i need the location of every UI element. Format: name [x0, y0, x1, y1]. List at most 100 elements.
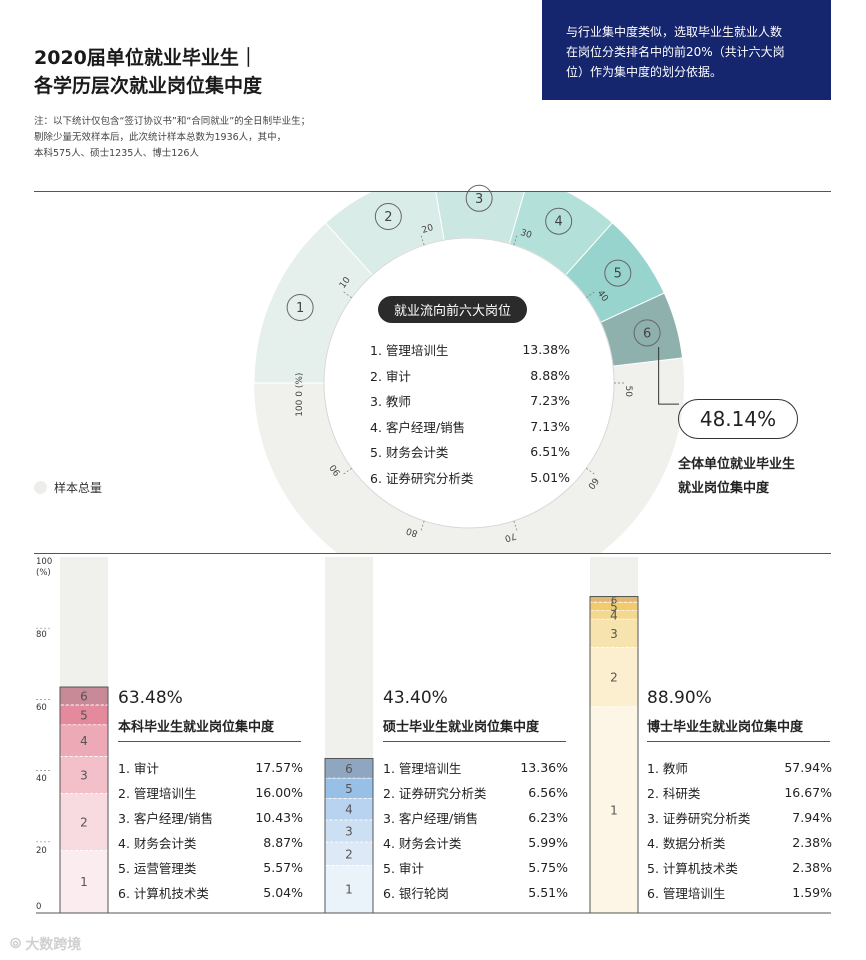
- phd-caption: 博士毕业生就业岗位集中度: [647, 720, 804, 735]
- callout-line-1: 与行业集中度类似，选取毕业生就业人数: [566, 25, 783, 39]
- item-label: 6. 证券研究分析类: [370, 470, 474, 486]
- top6-list: 1. 管理培训生 13.38% 2. 审计 8.88% 3. 教师 7.23% 4. …: [370, 337, 570, 490]
- bachelor-total: 63.48%: [118, 688, 183, 708]
- ring-tick: [586, 467, 597, 476]
- bar-segment-label: 6: [345, 762, 353, 776]
- leader-line: [658, 347, 679, 405]
- ring-rank-label: 2: [384, 210, 392, 225]
- y-tick-60: 60: [36, 703, 47, 713]
- bar-segment: [59, 850, 109, 914]
- item-label: 2. 审计: [370, 368, 411, 384]
- item-value: 7.94%: [792, 810, 832, 825]
- watermark-logo: ⦾ 大数跨境: [10, 934, 81, 954]
- list-item: 2. 证券研究分析类 6.56%: [383, 780, 568, 805]
- item-label: 5. 运营管理类: [118, 861, 197, 876]
- list-item: 3. 客户经理/销售 10.43%: [118, 805, 303, 830]
- legend-swatch: [34, 481, 47, 494]
- list-item: 2. 科研类 16.67%: [647, 780, 832, 805]
- ring-rank-label: 1: [296, 301, 304, 316]
- ring-tick: [341, 290, 352, 299]
- y-tick-100: 100: [36, 557, 53, 567]
- ring-rank-badge: [545, 207, 573, 235]
- overall-concentration-badge: 48.14%: [678, 399, 798, 439]
- list-item: 2. 审计 8.88%: [370, 363, 570, 389]
- list-item: 5. 运营管理类 5.57%: [118, 855, 303, 880]
- bar-segment-label: 4: [610, 608, 618, 622]
- item-label: 5. 计算机技术类: [647, 861, 738, 876]
- bar-segment-label: 5: [80, 708, 88, 722]
- list-item: 6. 计算机技术类 5.04%: [118, 880, 303, 905]
- item-value: 16.67%: [784, 785, 832, 800]
- item-value: 5.99%: [528, 835, 568, 850]
- bar-segment: [589, 706, 639, 914]
- item-label: 3. 客户经理/销售: [383, 811, 479, 826]
- bar-segment-label: 6: [80, 689, 88, 703]
- bar-segment-label: 6: [611, 595, 617, 606]
- footnote: 注：以下统计仅包含“签订协议书”和“合同就业”的全日制毕业生； 剔除少量无效样本…: [34, 114, 310, 162]
- list-item: 5. 财务会计类 6.51%: [370, 439, 570, 465]
- item-label: 4. 财务会计类: [118, 836, 197, 851]
- overall-caption-line-2: 就业岗位集中度: [678, 481, 770, 496]
- ring-axis-label: 100 0 (%): [295, 373, 305, 417]
- bar-segment-label: 3: [80, 768, 88, 782]
- list-item: 6. 银行轮岗 5.51%: [383, 880, 568, 905]
- ring-rank-label: 5: [614, 267, 622, 282]
- item-value: 5.01%: [530, 469, 570, 485]
- legend: 样本总量: [34, 479, 102, 496]
- item-label: 5. 审计: [383, 861, 424, 876]
- list-item: 6. 证券研究分析类 5.01%: [370, 465, 570, 491]
- note-line-1: 注：以下统计仅包含“签订协议书”和“合同就业”的全日制毕业生；: [34, 116, 311, 127]
- list-item: 3. 教师 7.23%: [370, 388, 570, 414]
- item-label: 1. 管理培训生: [383, 761, 462, 776]
- bar-segment-label: 4: [345, 803, 353, 817]
- bar-segment-label: 2: [345, 847, 353, 861]
- phd-total: 88.90%: [647, 688, 712, 708]
- list-item: 3. 客户经理/销售 6.23%: [383, 805, 568, 830]
- phd-divider: [647, 741, 830, 742]
- item-label: 5. 财务会计类: [370, 445, 449, 461]
- item-value: 8.88%: [530, 367, 570, 383]
- bar-segment-label: 5: [610, 600, 618, 614]
- item-label: 4. 财务会计类: [383, 836, 462, 851]
- ring-tick: [420, 233, 425, 246]
- item-label: 4. 数据分析类: [647, 836, 726, 851]
- callout-line-2: 在岗位分类排名中的前20%（共计六大岗: [566, 45, 785, 59]
- ring-rank-badge: [633, 319, 661, 347]
- ring-rank-label: 6: [643, 326, 651, 341]
- item-value: 17.57%: [255, 760, 303, 775]
- bar-segment-label: 3: [345, 824, 353, 838]
- list-item: 4. 财务会计类 5.99%: [383, 830, 568, 855]
- title-line-1: 2020届单位就业毕业生｜: [34, 47, 258, 69]
- list-item: 4. 客户经理/销售 7.13%: [370, 414, 570, 440]
- bar-segment: [59, 793, 109, 851]
- ring-tick-label: 30: [519, 228, 533, 241]
- ring-tick: [513, 520, 518, 533]
- list-item: 1. 教师 57.94%: [647, 755, 832, 780]
- middle-rule: [34, 553, 831, 554]
- item-value: 6.51%: [530, 444, 570, 460]
- item-value: 7.13%: [530, 418, 570, 434]
- item-value: 2.38%: [792, 860, 832, 875]
- ring-tick-label: 50: [623, 385, 633, 397]
- list-item: 1. 管理培训生 13.38%: [370, 337, 570, 363]
- item-value: 16.00%: [255, 785, 303, 800]
- bar-segment-label: 3: [610, 627, 618, 641]
- note-line-2: 剔除少量无效样本后，此次统计样本总数为1936人，其中，: [34, 132, 287, 143]
- ring-tick: [341, 467, 352, 476]
- bar-segment-label: 2: [610, 671, 618, 685]
- master-caption: 硕士毕业生就业岗位集中度: [383, 720, 540, 735]
- item-label: 1. 审计: [118, 761, 159, 776]
- list-item: 5. 审计 5.75%: [383, 855, 568, 880]
- bar-segment-label: 1: [610, 803, 618, 817]
- bar-segment-label: 5: [345, 782, 353, 796]
- callout-line-3: 位）作为集中度的划分依据。: [566, 65, 723, 79]
- bar-segment-label: 1: [345, 883, 353, 897]
- item-label: 6. 计算机技术类: [118, 886, 209, 901]
- ring-rank-label: 3: [475, 192, 483, 207]
- item-value: 6.23%: [528, 810, 568, 825]
- bar-segment: [59, 724, 109, 757]
- ring-tick: [420, 520, 425, 533]
- item-value: 5.51%: [528, 885, 568, 900]
- bachelor-divider: [118, 741, 301, 742]
